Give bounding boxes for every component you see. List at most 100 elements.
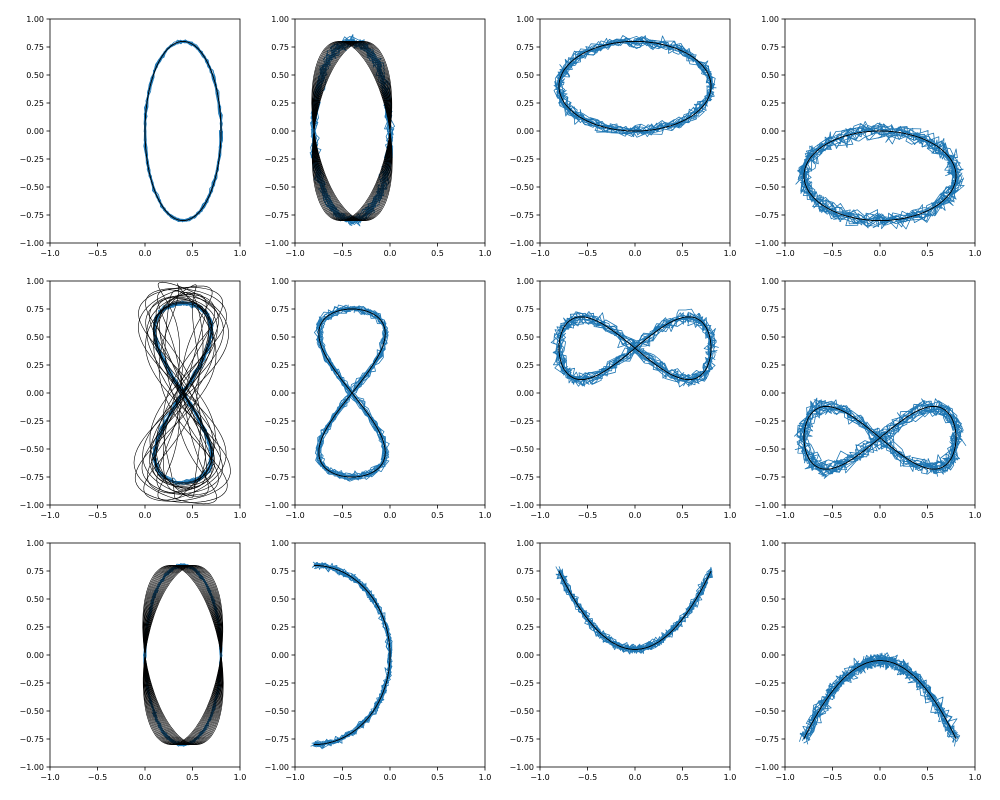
y-tick-label: 1.00 <box>516 539 534 548</box>
y-tick-label: −0.75 <box>754 473 779 482</box>
y-tick-label: −0.50 <box>754 445 779 454</box>
x-tick-label: 0.5 <box>921 511 934 520</box>
y-tick-label: 1.00 <box>271 277 289 286</box>
x-tick-label: −1.0 <box>40 249 59 258</box>
y-tick-label: −0.25 <box>754 679 779 688</box>
y-tick-label: −1.00 <box>509 763 534 772</box>
y-tick-label: 1.00 <box>26 15 44 24</box>
x-tick-label: 0.5 <box>431 773 444 782</box>
fitted-curve <box>803 130 957 221</box>
noisy-trace <box>794 397 961 475</box>
x-tick-label: 1.0 <box>234 773 247 782</box>
y-tick-label: 1.00 <box>271 539 289 548</box>
y-tick-label: 0.50 <box>26 71 44 80</box>
fitted-curve <box>146 293 221 493</box>
y-tick-label: 1.00 <box>26 277 44 286</box>
fitted-curve <box>142 565 224 745</box>
y-tick-label: 0.50 <box>761 333 779 342</box>
x-tick-label: 0.0 <box>139 249 152 258</box>
x-tick-label: −1.0 <box>285 249 304 258</box>
y-tick-label: 0.50 <box>26 333 44 342</box>
noisy-trace <box>799 125 964 224</box>
y-tick-label: −0.25 <box>264 155 289 164</box>
x-tick-label: −0.5 <box>823 249 842 258</box>
subplot-12: −1.0 −0.5 0.0 0.5 1.0 1.00 0.75 0.50 0.25 0.00 −0.… <box>754 539 981 782</box>
fitted-curve <box>558 571 712 650</box>
y-tick-label: 0.25 <box>271 361 289 370</box>
y-tick-label: 0.75 <box>271 43 289 52</box>
x-tick-label: 1.0 <box>969 773 982 782</box>
x-tick-label: 0.0 <box>384 773 397 782</box>
y-tick-label: −0.25 <box>509 679 534 688</box>
x-tick-label: 1.0 <box>969 249 982 258</box>
fitted-curve <box>558 316 712 380</box>
y-tick-label: 0.50 <box>271 595 289 604</box>
x-tick-label: 0.0 <box>384 511 397 520</box>
y-tick-label: 0.00 <box>761 127 779 136</box>
y-tick-label: 0.25 <box>516 623 534 632</box>
x-tick-label: −0.5 <box>578 511 597 520</box>
x-tick-label: 0.5 <box>186 773 199 782</box>
y-tick-label: 0.50 <box>516 595 534 604</box>
y-tick-label: 0.75 <box>271 305 289 314</box>
noisy-trace <box>313 564 393 747</box>
y-tick-label: 0.75 <box>26 567 44 576</box>
x-tick-label: 0.0 <box>874 511 887 520</box>
y-tick-label: 0.00 <box>516 651 534 660</box>
x-tick-label: −0.5 <box>333 249 352 258</box>
y-tick-label: −1.00 <box>19 501 44 510</box>
x-tick-label: 0.5 <box>676 773 689 782</box>
noisy-trace <box>312 563 393 747</box>
x-tick-label: −1.0 <box>285 773 304 782</box>
axes-frame <box>49 280 241 506</box>
noisy-trace <box>312 563 392 745</box>
y-tick-label: −0.50 <box>754 707 779 716</box>
x-tick-label: 0.5 <box>921 773 934 782</box>
x-tick-label: −0.5 <box>578 773 597 782</box>
y-tick-label: −0.75 <box>509 211 534 220</box>
noisy-trace <box>310 564 393 747</box>
noisy-trace <box>312 563 392 748</box>
y-tick-label: −0.75 <box>509 735 534 744</box>
y-tick-label: −0.50 <box>264 707 289 716</box>
y-tick-label: −1.00 <box>754 501 779 510</box>
x-tick-label: −1.0 <box>530 773 549 782</box>
y-tick-label: 0.00 <box>516 127 534 136</box>
y-tick-label: 1.00 <box>761 15 779 24</box>
noisy-trace <box>799 398 963 476</box>
fitted-curve <box>314 565 391 745</box>
x-tick-label: −1.0 <box>530 249 549 258</box>
fitted-curve <box>144 41 222 221</box>
y-tick-label: 0.00 <box>761 651 779 660</box>
noisy-trace <box>794 399 961 475</box>
y-tick-label: −1.00 <box>264 501 289 510</box>
x-tick-label: −1.0 <box>530 511 549 520</box>
y-tick-label: −1.00 <box>754 239 779 248</box>
fitted-curve <box>145 288 227 498</box>
y-tick-label: −0.50 <box>19 707 44 716</box>
fitted-curve <box>151 299 216 487</box>
noisy-trace <box>797 399 962 475</box>
y-tick-label: −0.25 <box>754 417 779 426</box>
noisy-trace <box>314 562 392 748</box>
y-tick-label: 1.00 <box>516 15 534 24</box>
fitted-curve <box>149 295 219 491</box>
fitted-curve <box>803 660 957 739</box>
y-tick-label: 0.50 <box>761 595 779 604</box>
noisy-trace <box>553 37 713 135</box>
fitted-curve <box>134 283 228 503</box>
noisy-trace <box>553 315 713 383</box>
x-tick-label: −1.0 <box>775 249 794 258</box>
y-tick-label: 0.00 <box>26 127 44 136</box>
noisy-trace <box>313 562 392 747</box>
noisy-trace <box>313 563 393 746</box>
x-tick-label: −1.0 <box>285 511 304 520</box>
y-tick-label: −0.75 <box>19 211 44 220</box>
noisy-trace <box>555 311 714 386</box>
noisy-trace <box>314 565 392 746</box>
fitted-curve <box>314 565 391 745</box>
x-tick-label: 0.0 <box>629 511 642 520</box>
y-tick-label: 0.25 <box>271 623 289 632</box>
subplot-4: −1.0 −0.5 0.0 0.5 1.0 1.00 0.75 0.50 0.25 0.00 −0.… <box>754 15 981 258</box>
y-tick-label: 0.00 <box>271 389 289 398</box>
